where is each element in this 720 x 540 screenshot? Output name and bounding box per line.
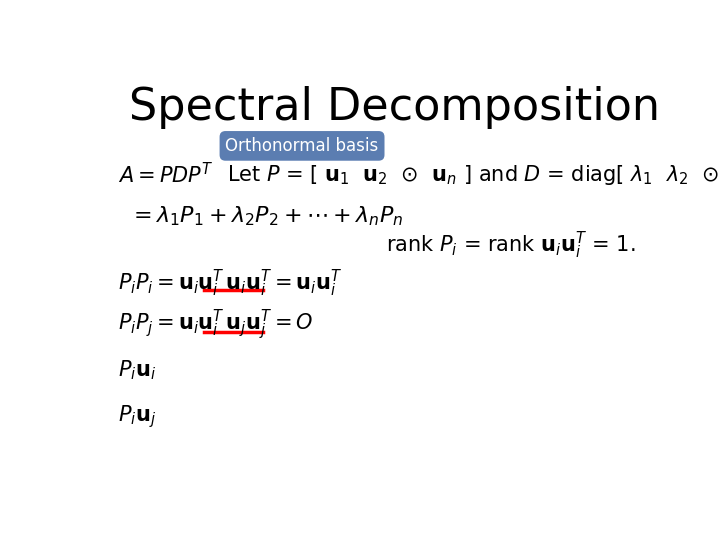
Text: Orthonormal basis: Orthonormal basis: [225, 137, 379, 155]
Text: rank $P_i$ = rank $\mathbf{u}_i\mathbf{u}_i^T$ = 1.: rank $P_i$ = rank $\mathbf{u}_i\mathbf{u…: [386, 230, 635, 261]
Text: $P_i\mathbf{u}_i$: $P_i\mathbf{u}_i$: [118, 359, 156, 382]
Text: $P_i P_i = \mathbf{u}_i\mathbf{u}_i^T\,\mathbf{u}_i\mathbf{u}_i^T = \mathbf{u}_i: $P_i P_i = \mathbf{u}_i\mathbf{u}_i^T\,\…: [118, 267, 343, 299]
Text: Let $P$ = [ $\mathbf{u}_1$  $\mathbf{u}_2$  $\odot$  $\mathbf{u}_n$ ] and $D$ = : Let $P$ = [ $\mathbf{u}_1$ $\mathbf{u}_2…: [227, 163, 720, 187]
Text: $A = PDP^T$: $A = PDP^T$: [118, 163, 214, 187]
Text: $P_i P_j = \mathbf{u}_i\mathbf{u}_i^T\,\mathbf{u}_j\mathbf{u}_j^T = O$: $P_i P_j = \mathbf{u}_i\mathbf{u}_i^T\,\…: [118, 307, 313, 342]
Text: $P_i\mathbf{u}_j$: $P_i\mathbf{u}_j$: [118, 403, 156, 429]
Text: $= \lambda_1 P_1 + \lambda_2 P_2 + \cdots + \lambda_n P_n$: $= \lambda_1 P_1 + \lambda_2 P_2 + \cdot…: [129, 205, 404, 228]
Text: Spectral Decomposition: Spectral Decomposition: [129, 85, 660, 129]
